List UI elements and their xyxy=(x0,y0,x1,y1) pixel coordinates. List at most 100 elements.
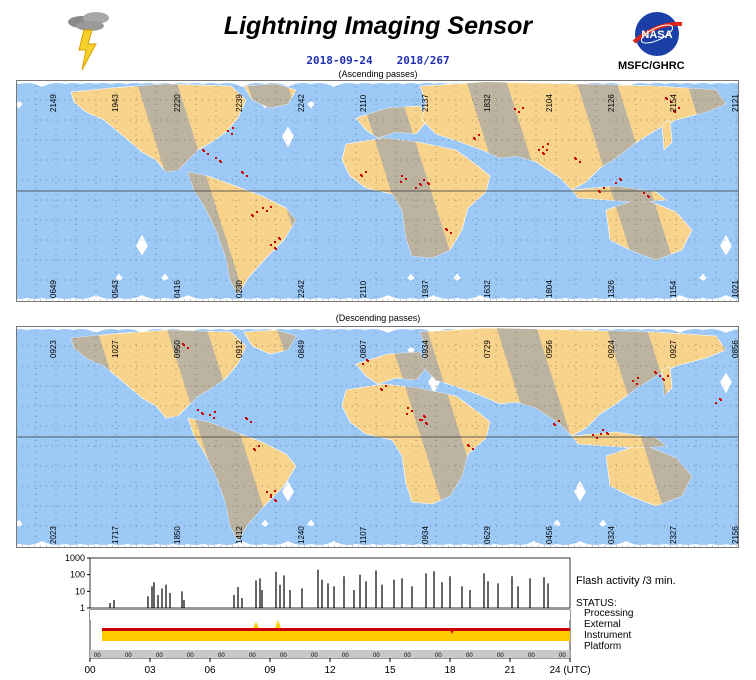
platform-tick-label: 00 xyxy=(156,653,163,659)
status-label: External xyxy=(584,619,621,630)
orbit-start-label: 2239 xyxy=(235,94,244,112)
flash-point xyxy=(405,178,407,180)
flash-point xyxy=(401,175,403,177)
flash-point xyxy=(599,191,601,193)
platform-tick-label: 00 xyxy=(559,653,566,659)
flash-point xyxy=(603,187,605,189)
activity-bars xyxy=(109,569,549,608)
platform-tick-label: 00 xyxy=(342,653,349,659)
flash-point xyxy=(468,445,470,447)
flash-point xyxy=(637,377,639,379)
land-mass xyxy=(661,119,673,151)
flash-point xyxy=(674,111,676,113)
flash-point xyxy=(365,171,367,173)
ascending-caption: (Ascending passes) xyxy=(338,69,418,79)
flash-point xyxy=(636,383,638,385)
orbit-end-label: 2156 xyxy=(731,526,739,544)
flash-point xyxy=(547,143,549,145)
grid xyxy=(16,80,739,302)
orbit-end-label: 2023 xyxy=(49,526,58,544)
flash-point xyxy=(663,379,665,381)
storm-cloud-logo xyxy=(68,12,109,71)
date-line: 2018-09-24 2018/267 xyxy=(0,54,756,67)
x-tick-label: 21 xyxy=(504,665,516,676)
y-tick-label: 10 xyxy=(75,586,85,596)
platform-tick-label: 00 xyxy=(187,653,194,659)
flash-point xyxy=(607,433,609,435)
flash-point xyxy=(246,175,248,177)
platform-tick-label: 00 xyxy=(528,653,535,659)
y-tick-label: 100 xyxy=(70,570,85,580)
orbit-start-label: 1027 xyxy=(111,340,120,358)
orbit-end-label: 1240 xyxy=(297,526,306,544)
flash-point xyxy=(592,434,594,436)
flash-point xyxy=(250,421,252,423)
flash-point xyxy=(514,108,516,110)
flash-point xyxy=(400,181,402,183)
external-row xyxy=(102,628,570,631)
platform-tick-label: 00 xyxy=(466,653,473,659)
orbit-start-label: 1832 xyxy=(483,94,492,112)
flash-point xyxy=(579,161,581,163)
flash-point xyxy=(270,244,272,246)
flash-point xyxy=(266,210,268,212)
grid xyxy=(16,326,739,548)
flash-point xyxy=(242,172,244,174)
flash-point xyxy=(214,411,216,413)
orbit-start-label: 0856 xyxy=(731,340,739,358)
status-label: Processing xyxy=(584,608,633,619)
flash-point xyxy=(266,491,268,493)
flash-point xyxy=(406,413,408,415)
orbit-end-label: 0543 xyxy=(111,280,120,298)
flash-point xyxy=(428,183,430,185)
flash-point xyxy=(472,448,474,450)
flash-point xyxy=(542,146,544,148)
flash-point xyxy=(197,409,199,411)
orbit-end-label: 1804 xyxy=(545,280,554,298)
orbit-start-label: 2149 xyxy=(49,94,58,112)
nasa-logo: NASA xyxy=(632,12,683,56)
org-label: MSFC/GHRC xyxy=(618,60,685,72)
platform-tick-label: 00 xyxy=(280,653,287,659)
flash-point xyxy=(420,184,422,186)
orbit-start-label: 0927 xyxy=(669,340,678,358)
flash-point xyxy=(183,344,185,346)
flash-point xyxy=(256,211,258,213)
processing-row xyxy=(90,610,570,620)
flash-point xyxy=(203,150,205,152)
flash-point xyxy=(275,500,277,502)
flash-point xyxy=(720,399,722,401)
orbit-labels: 0923 1027 0950 0912 0849 0807 0934 0729 0956 0924… xyxy=(49,340,739,544)
flash-point xyxy=(421,419,423,421)
orbit-end-label: 1850 xyxy=(173,526,182,544)
orbit-end-label: 0230 xyxy=(235,280,244,298)
day-of-year: 2018/267 xyxy=(396,54,450,67)
flash-point xyxy=(450,232,452,234)
flash-point xyxy=(275,248,277,250)
orbit-end-label: 2242 xyxy=(297,280,306,298)
orbit-start-label: 0912 xyxy=(235,340,244,358)
flash-point xyxy=(546,149,548,151)
platform-tick-label: 00 xyxy=(94,653,101,659)
status-spike xyxy=(449,628,455,634)
orbit-start-label: 0934 xyxy=(421,340,430,358)
flash-point xyxy=(419,419,421,421)
flash-point xyxy=(362,363,364,365)
orbit-start-label: 0849 xyxy=(297,340,306,358)
x-tick-label: 18 xyxy=(444,665,456,676)
flash-point xyxy=(232,127,234,129)
lightning-flashes xyxy=(202,97,680,250)
flash-point xyxy=(415,187,417,189)
orbit-start-label: 2242 xyxy=(297,94,306,112)
x-tick-label: 03 xyxy=(144,665,156,676)
orbit-end-label: 1412 xyxy=(235,526,244,544)
flash-point xyxy=(659,375,661,377)
flash-point xyxy=(632,380,634,382)
x-tick-label: 00 xyxy=(84,665,96,676)
orbit-start-label: 2126 xyxy=(607,94,616,112)
orbit-end-label: 0629 xyxy=(483,526,492,544)
flash-point xyxy=(620,179,622,181)
date: 2018-09-24 xyxy=(306,54,373,67)
orbit-end-label: 1937 xyxy=(421,280,430,298)
flash-point xyxy=(215,157,217,159)
